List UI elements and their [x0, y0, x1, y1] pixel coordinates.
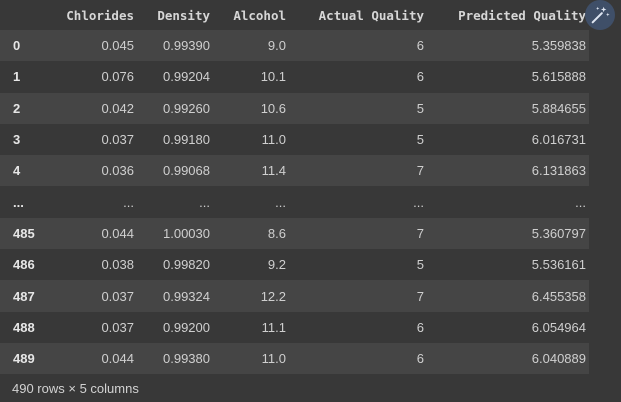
cell-chlorides: 0.044	[101, 351, 134, 367]
cell-predicted-quality: ...	[575, 194, 586, 210]
dataframe-table: Chlorides Density Alcohol Actual Quality…	[0, 0, 589, 375]
cell-predicted-quality: 5.615888	[531, 69, 586, 85]
cell-alcohol: 9.2	[267, 257, 286, 273]
cell-alcohol: 11.4	[261, 163, 286, 179]
magic-wand-icon	[591, 6, 610, 24]
cell-chlorides: 0.044	[101, 225, 134, 241]
cell-density: 1.00030	[163, 225, 210, 241]
cell-predicted-quality: 6.455358	[531, 288, 586, 304]
column-header: Density	[157, 7, 210, 23]
cell-actual-quality: 7	[416, 163, 424, 179]
cell-density: 0.99204	[163, 69, 210, 85]
cell-density: ...	[199, 194, 210, 210]
table-row: 4 0.036 0.99068 11.4 7 6.131863	[0, 155, 589, 187]
cell-predicted-quality: 6.131863	[531, 163, 586, 179]
row-index: 4	[13, 163, 21, 179]
column-header: Actual Quality	[318, 7, 424, 23]
row-index: 3	[13, 132, 21, 148]
row-index: 486	[13, 257, 35, 273]
cell-predicted-quality: 6.040889	[531, 351, 586, 367]
column-header: Alcohol	[233, 7, 286, 23]
table-row: 0 0.045 0.99390 9.0 6 5.359838	[0, 30, 589, 62]
header-row: Chlorides Density Alcohol Actual Quality…	[0, 0, 589, 30]
cell-actual-quality: 7	[416, 288, 424, 304]
table-row: 488 0.037 0.99200 11.1 6 6.054964	[0, 311, 589, 343]
cell-actual-quality: 6	[416, 351, 424, 367]
row-index: 1	[13, 69, 21, 85]
row-index: 488	[13, 319, 35, 335]
dataframe-shape: 490 rows × 5 columns	[12, 381, 139, 396]
cell-chlorides: 0.037	[101, 288, 134, 304]
cell-density: 0.99380	[163, 351, 210, 367]
cell-actual-quality: 6	[416, 319, 424, 335]
cell-density: 0.99390	[163, 38, 210, 54]
cell-chlorides: 0.036	[101, 163, 134, 179]
cell-alcohol: 9.0	[267, 38, 286, 54]
table-row: 489 0.044 0.99380 11.0 6 6.040889	[0, 342, 589, 375]
table-row: 487 0.037 0.99324 12.2 7 6.455358	[0, 280, 589, 312]
index-header	[0, 0, 46, 30]
cell-actual-quality: 5	[416, 100, 424, 116]
cell-predicted-quality: 5.536161	[531, 257, 586, 273]
cell-chlorides: 0.037	[101, 319, 134, 335]
cell-predicted-quality: 5.884655	[531, 100, 586, 116]
table-row: 1 0.076 0.99204 10.1 6 5.615888	[0, 61, 589, 93]
column-header: Chlorides	[66, 7, 134, 23]
cell-alcohol: 12.2	[260, 288, 286, 304]
cell-predicted-quality: 5.359838	[531, 38, 586, 54]
cell-alcohol: 11.0	[261, 132, 286, 148]
cell-alcohol: 11.0	[261, 351, 286, 367]
cell-actual-quality: 6	[416, 69, 424, 85]
cell-chlorides: 0.037	[101, 132, 134, 148]
cell-alcohol: 11.1	[261, 319, 286, 335]
cell-density: 0.99820	[163, 257, 210, 273]
magic-wand-button[interactable]	[585, 0, 615, 30]
cell-actual-quality: ...	[413, 194, 424, 210]
cell-actual-quality: 5	[416, 257, 424, 273]
ellipsis-row: ... ... ... ... ... ...	[0, 186, 589, 218]
cell-predicted-quality: 5.360797	[531, 225, 586, 241]
table-row: 2 0.042 0.99260 10.6 5 5.884655	[0, 92, 589, 124]
cell-predicted-quality: 6.016731	[531, 132, 586, 148]
cell-chlorides: 0.038	[101, 257, 134, 273]
cell-actual-quality: 6	[416, 38, 424, 54]
column-header: Predicted Quality	[458, 7, 586, 23]
table-row: 3 0.037 0.99180 11.0 5 6.016731	[0, 123, 589, 156]
cell-chlorides: 0.045	[101, 38, 134, 54]
cell-predicted-quality: 6.054964	[531, 319, 586, 335]
cell-alcohol: 8.6	[267, 225, 286, 241]
cell-actual-quality: 7	[416, 225, 424, 241]
cell-density: 0.99068	[163, 163, 210, 179]
cell-actual-quality: 5	[416, 132, 424, 148]
row-index: 2	[13, 100, 21, 116]
row-index: 485	[13, 225, 35, 241]
row-index: 487	[13, 288, 35, 304]
table-row: 486 0.038 0.99820 9.2 5 5.536161	[0, 249, 589, 281]
cell-chlorides: 0.076	[101, 69, 134, 85]
row-index: 0	[13, 38, 21, 54]
cell-density: 0.99180	[163, 132, 210, 148]
row-index: 489	[13, 351, 35, 367]
row-index: ...	[13, 194, 24, 210]
cell-density: 0.99324	[163, 288, 210, 304]
cell-alcohol: 10.1	[260, 69, 286, 85]
cell-density: 0.99260	[163, 100, 210, 116]
cell-alcohol: ...	[275, 194, 286, 210]
cell-chlorides: ...	[123, 194, 134, 210]
table-row: 485 0.044 1.00030 8.6 7 5.360797	[0, 217, 589, 250]
cell-alcohol: 10.6	[260, 100, 286, 116]
cell-density: 0.99200	[163, 319, 210, 335]
cell-chlorides: 0.042	[101, 100, 134, 116]
